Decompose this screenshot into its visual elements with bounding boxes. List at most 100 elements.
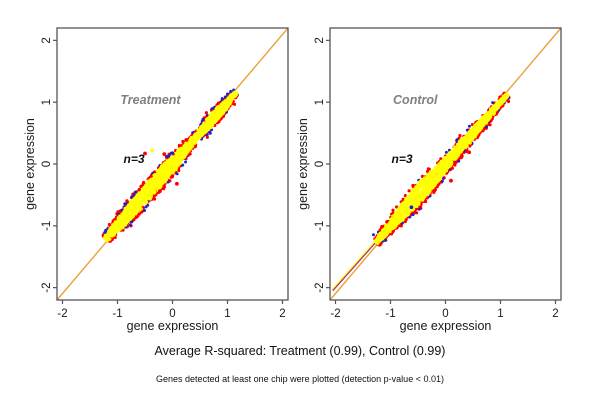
data-point — [438, 163, 442, 166]
x-tick-label: -1 — [112, 308, 122, 320]
data-point — [384, 238, 388, 242]
data-point — [474, 129, 478, 133]
data-point — [474, 132, 477, 136]
data-point — [232, 102, 237, 106]
data-point — [173, 155, 177, 159]
data-point — [156, 177, 160, 181]
data-point — [210, 107, 214, 111]
panel-title: Control — [393, 93, 438, 107]
data-point — [415, 185, 419, 189]
scatter-cloud — [372, 91, 511, 247]
data-point — [444, 150, 448, 154]
y-tick-label: 0 — [41, 161, 53, 167]
data-point — [217, 115, 221, 119]
data-point — [423, 188, 427, 192]
data-point — [423, 178, 427, 182]
data-point — [479, 123, 483, 126]
x-axis: -2 -1 0 1 2 gene expression — [330, 300, 559, 333]
data-point — [212, 110, 216, 114]
data-point — [420, 174, 424, 178]
data-point — [152, 177, 155, 181]
data-point — [420, 179, 423, 182]
data-point — [417, 203, 421, 206]
data-point — [453, 163, 457, 167]
data-point — [134, 190, 138, 194]
data-point — [128, 202, 132, 206]
data-point — [453, 147, 457, 151]
data-point — [407, 189, 411, 193]
data-point — [425, 196, 429, 200]
data-point — [473, 125, 477, 129]
data-point — [167, 161, 171, 165]
data-point — [128, 223, 132, 227]
data-point — [205, 133, 209, 136]
data-point — [221, 101, 225, 105]
data-point — [400, 209, 403, 213]
data-point — [404, 208, 408, 212]
y-tick-label: -2 — [41, 282, 53, 292]
data-point — [132, 198, 135, 201]
data-point — [143, 192, 147, 196]
data-point — [175, 172, 179, 176]
data-point — [427, 175, 431, 179]
data-point — [466, 142, 469, 146]
data-point — [428, 185, 432, 189]
data-point — [111, 223, 115, 227]
data-point — [411, 213, 415, 217]
data-point — [445, 158, 449, 162]
data-point — [482, 114, 486, 118]
data-point — [204, 130, 208, 134]
x-tick-label: 0 — [169, 308, 175, 320]
data-point — [499, 100, 503, 103]
data-point — [130, 214, 134, 218]
data-point — [146, 203, 150, 207]
data-point — [418, 207, 422, 211]
data-point — [404, 203, 408, 207]
data-point — [457, 146, 461, 150]
data-point — [412, 187, 416, 191]
data-point — [380, 234, 384, 238]
data-point — [395, 220, 398, 223]
x-tick-label: 1 — [224, 308, 230, 320]
data-point — [419, 192, 423, 196]
outlier-point — [158, 189, 162, 194]
data-point — [138, 201, 142, 204]
data-point — [177, 143, 181, 148]
data-point — [206, 116, 210, 120]
data-point — [400, 221, 404, 225]
data-point — [414, 200, 417, 204]
data-point — [457, 159, 461, 163]
data-point — [219, 103, 223, 106]
tail-yellow-overlay-line — [331, 241, 375, 291]
data-point — [188, 152, 192, 156]
data-point — [129, 218, 132, 221]
data-point — [211, 115, 215, 119]
data-point — [438, 172, 441, 175]
data-point — [150, 193, 154, 197]
data-point — [422, 195, 426, 199]
data-point — [177, 168, 181, 173]
data-point — [216, 101, 221, 105]
data-point — [183, 144, 186, 147]
data-point — [200, 131, 204, 135]
data-point — [402, 205, 405, 208]
data-point — [481, 119, 484, 123]
data-point — [440, 160, 443, 164]
y-axis: -2 -1 0 1 2 gene expression — [23, 37, 57, 293]
data-point — [165, 165, 169, 169]
data-point — [147, 183, 151, 187]
data-point — [187, 146, 190, 150]
caption-r-squared: Average R-squared: Treatment (0.99), Con… — [154, 344, 446, 358]
data-point — [380, 228, 384, 232]
data-point — [444, 169, 448, 173]
data-point — [109, 229, 113, 232]
data-point — [445, 162, 448, 166]
x-tick-label: 2 — [279, 308, 285, 320]
data-point — [152, 191, 156, 195]
data-point — [148, 197, 152, 201]
x-tick-label: -2 — [57, 308, 67, 320]
data-point — [189, 141, 192, 145]
y-tick-label: 2 — [41, 37, 53, 43]
data-point — [470, 138, 474, 141]
data-point — [451, 155, 455, 159]
